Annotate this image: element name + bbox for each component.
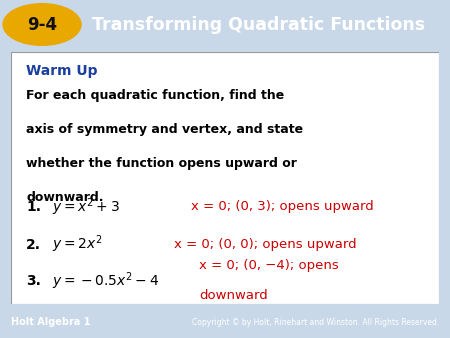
Text: 2.: 2. xyxy=(26,238,41,251)
Text: x = 0; (0, 0); opens upward: x = 0; (0, 0); opens upward xyxy=(174,238,356,251)
FancyBboxPatch shape xyxy=(11,52,439,304)
Ellipse shape xyxy=(3,4,81,45)
Text: $y = -0.5x^2 - 4$: $y = -0.5x^2 - 4$ xyxy=(52,270,159,292)
Text: whether the function opens upward or: whether the function opens upward or xyxy=(26,156,297,170)
Text: For each quadratic function, find the: For each quadratic function, find the xyxy=(26,89,284,102)
Text: $y = 2x^2$: $y = 2x^2$ xyxy=(52,234,102,255)
Text: x = 0; (0, −4); opens: x = 0; (0, −4); opens xyxy=(199,259,339,272)
Text: x = 0; (0, 3); opens upward: x = 0; (0, 3); opens upward xyxy=(191,200,374,213)
Text: 9-4: 9-4 xyxy=(27,16,57,33)
Text: $y = x^2 + 3$: $y = x^2 + 3$ xyxy=(52,196,120,218)
Text: 1.: 1. xyxy=(26,200,41,214)
Text: downward: downward xyxy=(199,289,268,303)
Text: Warm Up: Warm Up xyxy=(26,64,98,78)
Text: Copyright © by Holt, Rinehart and Winston. All Rights Reserved.: Copyright © by Holt, Rinehart and Winsto… xyxy=(192,318,439,327)
Text: 3.: 3. xyxy=(26,274,41,288)
Text: downward.: downward. xyxy=(26,191,104,203)
Text: Transforming Quadratic Functions: Transforming Quadratic Functions xyxy=(92,16,425,33)
Text: Holt Algebra 1: Holt Algebra 1 xyxy=(11,317,91,328)
Text: axis of symmetry and vertex, and state: axis of symmetry and vertex, and state xyxy=(26,123,303,136)
